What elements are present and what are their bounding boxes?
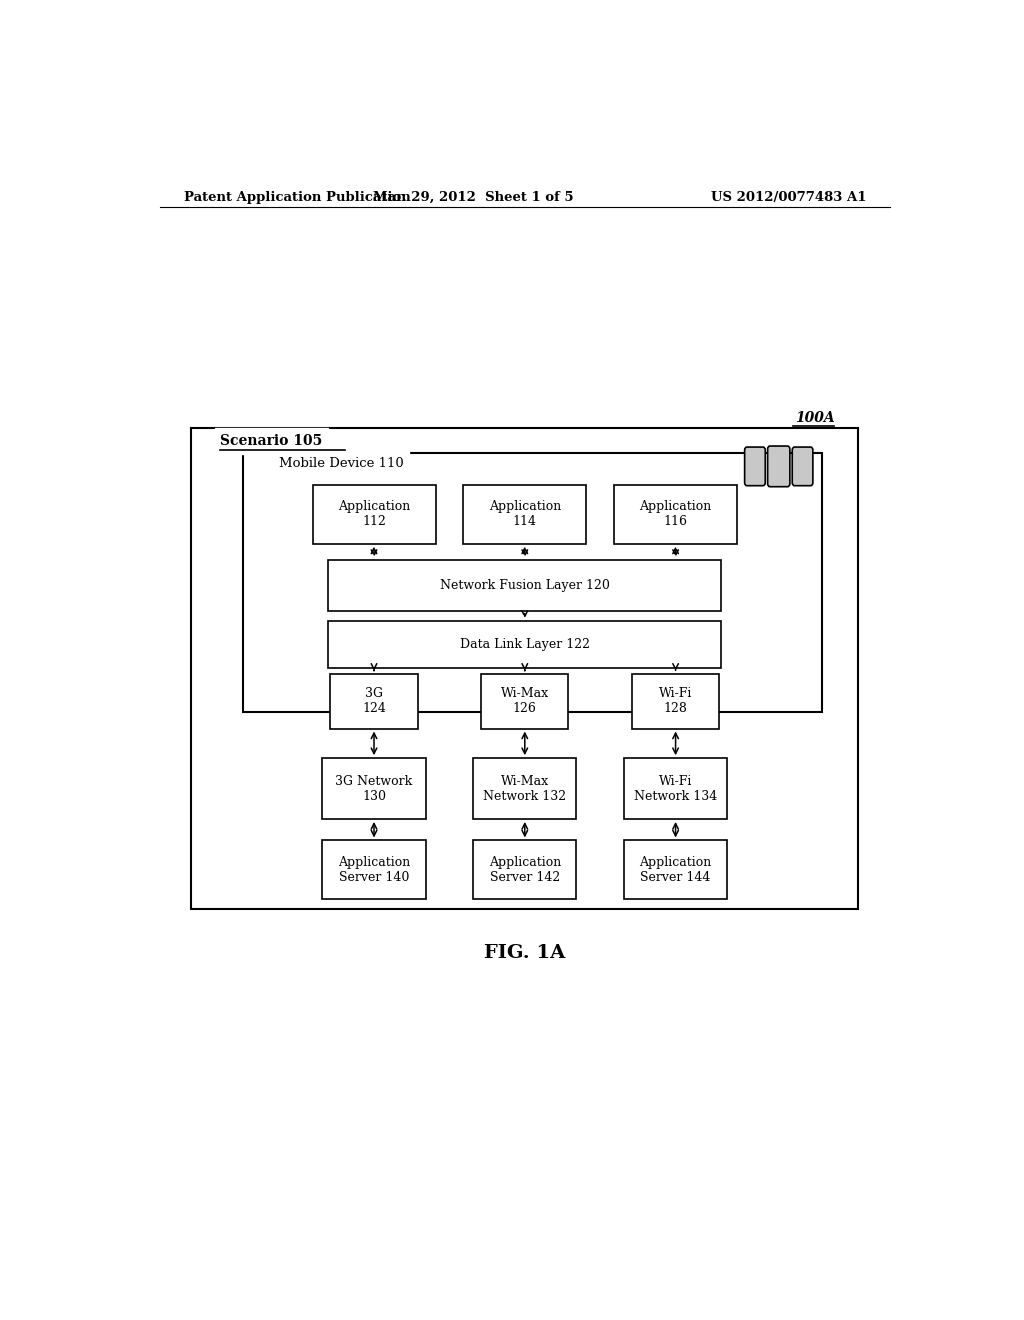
Text: Wi-Fi
Network 134: Wi-Fi Network 134: [634, 775, 717, 803]
Text: Network Fusion Layer 120: Network Fusion Layer 120: [440, 578, 609, 591]
Text: 3G Network
130: 3G Network 130: [336, 775, 413, 803]
Bar: [632, 673, 719, 729]
Text: Wi-Max
Network 132: Wi-Max Network 132: [483, 775, 566, 803]
Text: Wi-Fi
128: Wi-Fi 128: [658, 688, 692, 715]
Text: Application
Server 142: Application Server 142: [488, 855, 561, 884]
Text: Application
Server 140: Application Server 140: [338, 855, 411, 884]
Bar: [323, 758, 426, 818]
Bar: [329, 560, 721, 611]
Text: Application
116: Application 116: [639, 500, 712, 528]
Bar: [191, 428, 858, 908]
FancyBboxPatch shape: [768, 446, 790, 487]
Text: Application
114: Application 114: [488, 500, 561, 528]
Text: Patent Application Publication: Patent Application Publication: [183, 190, 411, 203]
Bar: [473, 841, 577, 899]
Bar: [614, 484, 737, 544]
Bar: [463, 484, 587, 544]
Text: FIG. 1A: FIG. 1A: [484, 944, 565, 962]
Bar: [624, 841, 727, 899]
Bar: [329, 620, 721, 668]
Text: Data Link Layer 122: Data Link Layer 122: [460, 638, 590, 651]
FancyBboxPatch shape: [744, 447, 765, 486]
Bar: [331, 673, 418, 729]
Bar: [624, 758, 727, 818]
Bar: [312, 484, 435, 544]
Text: Scenario 105: Scenario 105: [220, 434, 323, 447]
FancyBboxPatch shape: [793, 447, 813, 486]
Text: Mar. 29, 2012  Sheet 1 of 5: Mar. 29, 2012 Sheet 1 of 5: [373, 190, 573, 203]
Text: US 2012/0077483 A1: US 2012/0077483 A1: [711, 190, 866, 203]
Text: Wi-Max
126: Wi-Max 126: [501, 688, 549, 715]
Bar: [481, 673, 568, 729]
Text: Application
Server 144: Application Server 144: [639, 855, 712, 884]
Text: 3G
124: 3G 124: [362, 688, 386, 715]
Bar: [243, 453, 822, 713]
Text: 100A: 100A: [795, 411, 835, 425]
Text: Mobile Device 110: Mobile Device 110: [279, 457, 403, 470]
Text: Application
112: Application 112: [338, 500, 411, 528]
Bar: [473, 758, 577, 818]
Bar: [323, 841, 426, 899]
